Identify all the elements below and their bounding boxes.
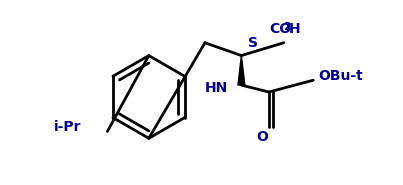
Text: O: O	[256, 130, 268, 144]
Text: OBu-t: OBu-t	[318, 69, 363, 83]
Text: H: H	[289, 22, 300, 36]
Text: i-Pr: i-Pr	[54, 120, 82, 134]
Polygon shape	[238, 56, 245, 85]
Text: 2: 2	[283, 22, 290, 32]
Text: HN: HN	[205, 81, 228, 95]
Text: S: S	[248, 36, 258, 50]
Text: CO: CO	[269, 22, 291, 36]
